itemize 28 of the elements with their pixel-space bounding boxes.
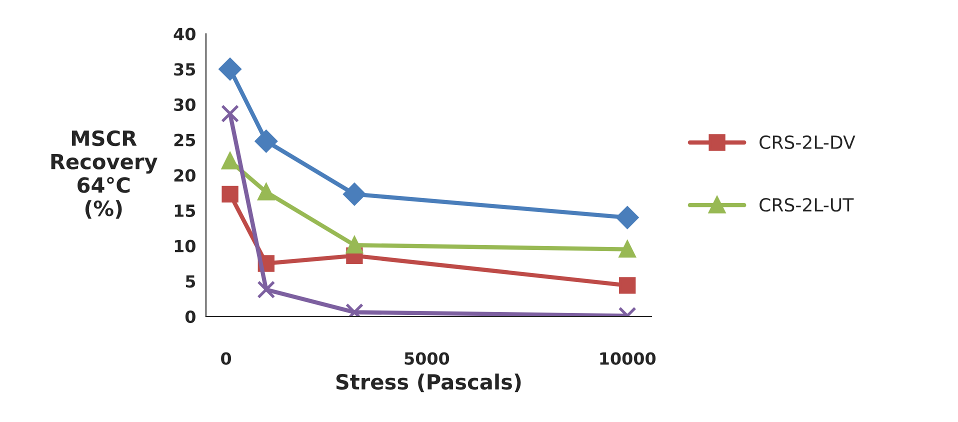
point: [343, 183, 366, 206]
legend-label: CRS-2L-DV: [760, 135, 856, 150]
y-tick-label: 20: [174, 169, 196, 182]
point: [619, 277, 636, 294]
x-axis-title: Stress (Pascals): [336, 374, 521, 392]
point: [222, 152, 238, 170]
point: [258, 184, 275, 200]
y-tick-label: 15: [174, 204, 196, 218]
y-tick-label: 10: [174, 240, 196, 252]
point: [257, 280, 276, 299]
point: [222, 186, 238, 203]
y-tick-label: 5: [186, 275, 196, 288]
x-tick-label: 5000: [404, 352, 450, 365]
x-tick-label: 0: [221, 352, 232, 365]
point: [221, 104, 240, 123]
y-tick-label: 0: [185, 310, 196, 324]
y-axis-title: MSCR Recovery 64°C (%): [51, 130, 158, 219]
y-tick-label: 35: [174, 63, 196, 76]
y-tick-label: 40: [174, 28, 196, 40]
legend-label: CRS-2L-UT: [760, 198, 854, 212]
y-tick-label: 25: [174, 134, 196, 146]
point: [218, 58, 242, 80]
point: [616, 206, 639, 229]
point: [254, 130, 278, 152]
point: [619, 241, 636, 258]
point: [346, 236, 363, 254]
y-tick-label: 30: [174, 98, 196, 112]
x-tick-label: 10000: [600, 352, 656, 365]
